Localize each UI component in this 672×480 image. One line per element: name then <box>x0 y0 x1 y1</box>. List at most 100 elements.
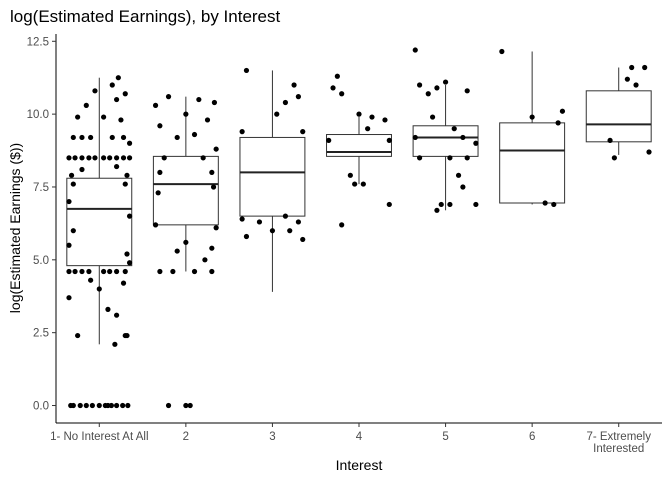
box-iqr <box>66 177 133 267</box>
data-point <box>79 155 85 161</box>
data-point <box>86 268 92 275</box>
data-point <box>611 155 617 161</box>
data-point <box>120 155 127 161</box>
data-point <box>447 201 453 208</box>
data-point <box>291 82 297 88</box>
y-tick-label: 0.0 <box>33 401 49 413</box>
data-point <box>369 114 375 120</box>
data-point <box>633 82 639 88</box>
data-point <box>114 163 120 170</box>
data-point <box>66 198 72 205</box>
data-point <box>79 166 85 173</box>
data-point <box>107 268 113 275</box>
data-point <box>183 239 189 245</box>
data-point <box>629 64 635 71</box>
data-point <box>300 236 306 243</box>
data-point <box>300 129 306 135</box>
y-axis: 0.0 2.5 5.0 7.5 10.0 12.5 <box>27 36 56 413</box>
data-point <box>473 201 479 208</box>
data-point <box>339 91 345 97</box>
data-point <box>75 332 81 339</box>
box-group <box>499 51 566 205</box>
data-point <box>114 312 120 318</box>
y-tick-label: 10.0 <box>27 109 49 121</box>
data-point <box>101 268 107 275</box>
data-point <box>126 155 133 161</box>
data-point <box>96 402 102 409</box>
data-point <box>101 114 107 120</box>
data-point <box>75 114 81 120</box>
data-point <box>157 123 163 129</box>
data-point <box>256 219 263 225</box>
data-point <box>209 169 215 176</box>
data-point <box>442 79 449 85</box>
data-point <box>157 268 163 275</box>
data-point <box>464 155 470 161</box>
data-point <box>460 184 466 190</box>
x-axis-title: Interest <box>336 457 383 473</box>
data-point <box>124 251 130 257</box>
data-point <box>96 286 102 292</box>
data-point <box>92 155 98 161</box>
data-point <box>360 181 366 187</box>
x-tick-label: 6 <box>529 431 535 443</box>
data-point <box>213 225 219 231</box>
data-point <box>124 172 130 178</box>
data-point <box>239 216 245 222</box>
y-tick-label: 7.5 <box>33 182 49 194</box>
data-point <box>447 155 453 161</box>
data-point <box>382 117 388 123</box>
data-point <box>417 155 423 161</box>
data-point <box>210 184 217 190</box>
data-point <box>157 169 163 176</box>
box-group <box>239 70 306 292</box>
data-point <box>122 91 128 97</box>
data-point <box>412 47 418 53</box>
data-point <box>624 76 630 82</box>
data-point <box>88 134 94 141</box>
data-point <box>126 140 133 146</box>
data-point <box>646 149 652 155</box>
box-group <box>152 96 219 272</box>
data-point <box>170 268 176 275</box>
data-point <box>555 120 561 126</box>
data-point <box>118 117 124 123</box>
data-point <box>282 99 289 106</box>
data-point <box>542 200 548 206</box>
x-axis: 1- No Interest At All 2 3 4 5 6 7- Extremely In… <box>50 423 651 455</box>
data-point <box>165 402 172 409</box>
data-point <box>89 402 95 409</box>
x-tick-label: 2 <box>183 431 189 443</box>
box-group <box>585 67 652 155</box>
data-point <box>559 108 566 114</box>
data-point <box>70 181 76 187</box>
data-point <box>347 172 353 178</box>
data-point <box>211 99 218 106</box>
data-point <box>529 114 535 120</box>
data-point <box>243 233 250 240</box>
x-tick-label: 3 <box>269 431 275 443</box>
data-point <box>68 402 74 409</box>
data-point <box>295 94 301 100</box>
data-point <box>174 134 180 141</box>
data-point <box>202 257 208 263</box>
data-point <box>79 268 85 275</box>
data-point <box>114 96 120 103</box>
data-point <box>86 155 92 161</box>
chart-title: log(Estimated Earnings), by Interest <box>10 7 281 26</box>
point-layer <box>66 47 652 409</box>
data-point <box>191 268 198 275</box>
data-point <box>114 402 120 409</box>
box-iqr <box>239 136 306 217</box>
data-point <box>115 75 121 81</box>
data-point <box>425 91 431 97</box>
data-point <box>109 82 115 88</box>
data-point <box>339 222 345 228</box>
data-point <box>438 201 444 208</box>
data-point <box>152 102 159 108</box>
data-point <box>77 402 83 409</box>
data-point <box>434 207 440 213</box>
data-point <box>70 228 76 234</box>
data-point <box>68 172 75 178</box>
data-point <box>287 228 293 234</box>
